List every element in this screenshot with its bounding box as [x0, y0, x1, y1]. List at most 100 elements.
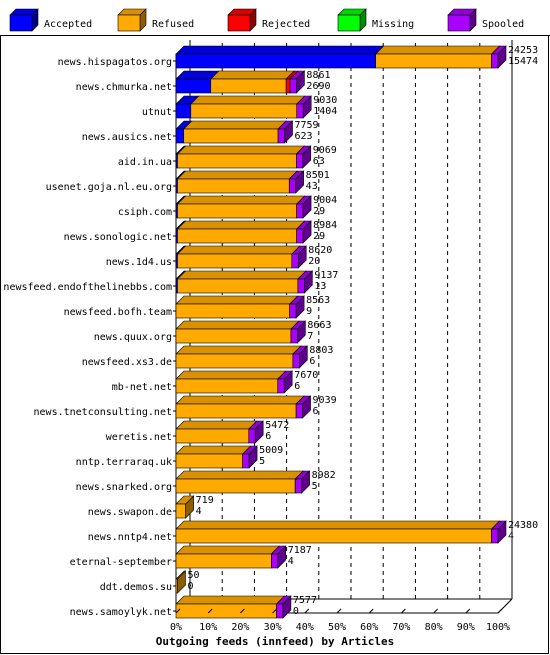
bar-segment-side [277, 545, 287, 569]
legend-item-missing: Missing [337, 8, 414, 32]
bar-segment-top [176, 170, 298, 180]
row-label: weretis.net [106, 432, 172, 443]
bar-segment-side [185, 495, 194, 519]
x-tick-mark [368, 608, 374, 614]
value-second: 4 [288, 556, 294, 567]
bar-news.hispagatos.org [175, 45, 507, 69]
row-label: news.snarked.org [76, 482, 172, 493]
bar-segment-refused [175, 478, 296, 494]
row-label: news.1d4.us [106, 257, 172, 268]
row-label: news.ausics.net [82, 132, 172, 143]
row-labels: news.hispagatos.org news.chmurka.net utnut… [3, 57, 176, 618]
row-label: newsfeed.bofh.team [64, 307, 172, 318]
bar-news.quux.org [175, 320, 307, 344]
value-second: 6 [265, 431, 271, 442]
bar-weretis.net [175, 420, 264, 444]
bar-segment-spooled [271, 553, 279, 569]
value-total: 7670 [294, 370, 318, 381]
bar-segment-side [295, 295, 305, 319]
bar-segment-rejected [285, 78, 291, 94]
bar-segment-side [295, 170, 304, 194]
value-second: 6 [294, 381, 300, 392]
value-second: 1404 [313, 106, 337, 117]
x-tick-mark [175, 608, 181, 614]
row-label: usenet.goja.nl.eu.org [46, 182, 172, 193]
bar-segment-spooled [289, 78, 297, 94]
bar-usenet.goja.nl.eu.org [175, 170, 305, 194]
value-second: 15474 [508, 56, 538, 67]
x-tick-mark [336, 608, 342, 614]
bar-segment-accepted [175, 128, 185, 144]
bar-ddt.demos.su [175, 570, 187, 594]
bar-segment-refused [175, 553, 272, 569]
x-axis-ticks: 0% 10% 20% 30% 40% 50% 60% 70% 80% 90% 100% [170, 608, 510, 633]
bar-segment-spooled [295, 403, 303, 419]
row-label: news.swapon.de [88, 507, 172, 518]
bar-segment-refused [177, 203, 297, 219]
legend-swatch [117, 14, 141, 32]
bar-segment-side [248, 445, 258, 469]
value-second: 0 [188, 581, 194, 592]
legend: Accepted Refused Rejected Missing Spooled [9, 8, 524, 32]
legend-swatch [447, 14, 471, 32]
x-tick-label: 80% [425, 622, 443, 633]
value-total: 7187 [288, 545, 312, 556]
bar-segment-spooled [491, 53, 499, 69]
bar-segment-side [302, 195, 312, 219]
value-total: 8663 [307, 320, 331, 331]
value-total: 24253 [508, 45, 538, 56]
bar-segment-top [176, 245, 301, 255]
bar-segment-side [302, 220, 312, 244]
bar-segment-refused [175, 303, 290, 319]
bar-newsfeed.bofh.team [175, 295, 305, 319]
legend-label: Refused [152, 19, 194, 30]
value-total: 8501 [306, 170, 330, 181]
row-label: eternal-september [70, 557, 172, 568]
bar-news.snarked.org [175, 470, 311, 494]
bar-newsfeed.xs3.de [175, 345, 309, 369]
bar-segment-side [302, 395, 311, 419]
x-tick-label: 60% [360, 622, 378, 633]
bar-segment-refused [175, 378, 279, 394]
bar-segment-spooled [248, 428, 256, 444]
bar-csiph.com [175, 195, 312, 219]
bar-segment-spooled [288, 178, 296, 194]
bar-segment-refused [177, 278, 299, 294]
legend-item-refused: Refused [117, 8, 194, 32]
bar-segment-refused [375, 53, 492, 69]
bar-aid.in.ua [175, 145, 312, 169]
value-second: 4 [508, 531, 514, 542]
bar-segment-top [210, 70, 295, 80]
bar-segment-refused [177, 178, 290, 194]
x-tick-label: 10% [199, 622, 217, 633]
row-label: news.nntp4.net [88, 532, 172, 543]
value-total: 7759 [295, 120, 319, 131]
x-tick-mark [465, 608, 471, 614]
value-total: 8563 [306, 295, 330, 306]
value-second: 20 [308, 256, 320, 267]
bar-news.swapon.de [175, 495, 195, 519]
legend-item-accepted: Accepted [9, 8, 92, 32]
x-tick-mark [207, 608, 213, 614]
bar-segment-side [497, 520, 507, 544]
row-label: newsfeed.xs3.de [82, 357, 172, 368]
bar-segment-side [302, 145, 312, 169]
bar-segment-spooled [296, 103, 304, 119]
value-total: 8620 [308, 245, 332, 256]
bar-segment-top [175, 345, 302, 355]
value-second: 43 [306, 181, 318, 192]
legend-swatch [227, 14, 251, 32]
x-tick-label: 40% [296, 622, 314, 633]
bar-segment-spooled [296, 203, 304, 219]
bar-segment-side [296, 70, 305, 94]
bar-mb-net.net [175, 370, 293, 394]
bar-news.ausics.net [175, 120, 294, 144]
bar-news.tnetconsulting.net [175, 395, 312, 419]
row-label: news.sonologic.net [64, 232, 172, 243]
bar-segment-side [177, 570, 186, 594]
bar-segment-spooled [277, 128, 285, 144]
x-tick-label: 70% [392, 622, 410, 633]
bar-newsfeed.endofthelinebbs.com [175, 270, 314, 294]
bar-segment-top [175, 520, 501, 530]
